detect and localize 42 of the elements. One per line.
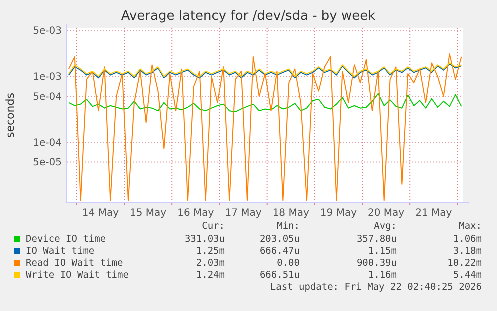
text: 666.47u	[260, 246, 300, 257]
text: 1.15m	[368, 246, 398, 257]
text: 357.80u	[356, 234, 397, 245]
x-tick-label: 21 May	[416, 208, 452, 219]
text: Min:	[277, 221, 300, 232]
text: 5.44m	[453, 270, 482, 281]
text: 3.18m	[453, 246, 482, 257]
x-tick-label: 18 May	[272, 208, 310, 219]
legend-label: Write IO Wait time	[26, 270, 130, 281]
text: 1.24m	[196, 270, 226, 281]
text: 0.00	[277, 258, 300, 269]
text: 900.39u	[356, 258, 397, 269]
x-tick-label: 20 May	[368, 208, 405, 219]
x-tick-label: 16 May	[178, 208, 214, 219]
text: 1.16m	[368, 270, 398, 281]
legend-label: Device IO time	[26, 234, 106, 245]
y-tick-label: 5e-05	[33, 158, 62, 169]
legend-label: Read IO Wait time	[26, 258, 124, 269]
y-tick-label: 1e-04	[33, 138, 62, 149]
x-tick-label: 19 May	[320, 208, 358, 219]
x-tick-label: 15 May	[130, 208, 167, 219]
legend-label: IO Wait time	[26, 246, 95, 257]
text: 666.51u	[260, 270, 300, 281]
line-series	[68, 54, 462, 202]
line-series	[68, 93, 462, 113]
text: Cur:	[202, 221, 225, 232]
text: 203.05u	[260, 234, 300, 245]
text: 10.22m	[448, 258, 482, 269]
y-tick-label: 5e-03	[33, 26, 62, 38]
y-axis-title: seconds	[4, 92, 17, 138]
x-tick-label: 14 May	[82, 208, 120, 219]
text: 2.03m	[196, 258, 226, 269]
text: Last update: Fri May 22 02:40:25 2026	[270, 282, 482, 293]
y-tick-label: 5e-04	[33, 92, 62, 103]
text: 331.03u	[184, 234, 225, 245]
text: Max:	[459, 221, 482, 232]
x-tick-label: 17 May	[225, 208, 262, 219]
text: 1.25m	[196, 246, 226, 257]
chart-title: Average latency for /dev/sda - by week	[121, 9, 376, 24]
y-tick-label: 1e-03	[33, 72, 62, 84]
text: Avg:	[374, 221, 397, 232]
text: 1.06m	[453, 234, 482, 245]
